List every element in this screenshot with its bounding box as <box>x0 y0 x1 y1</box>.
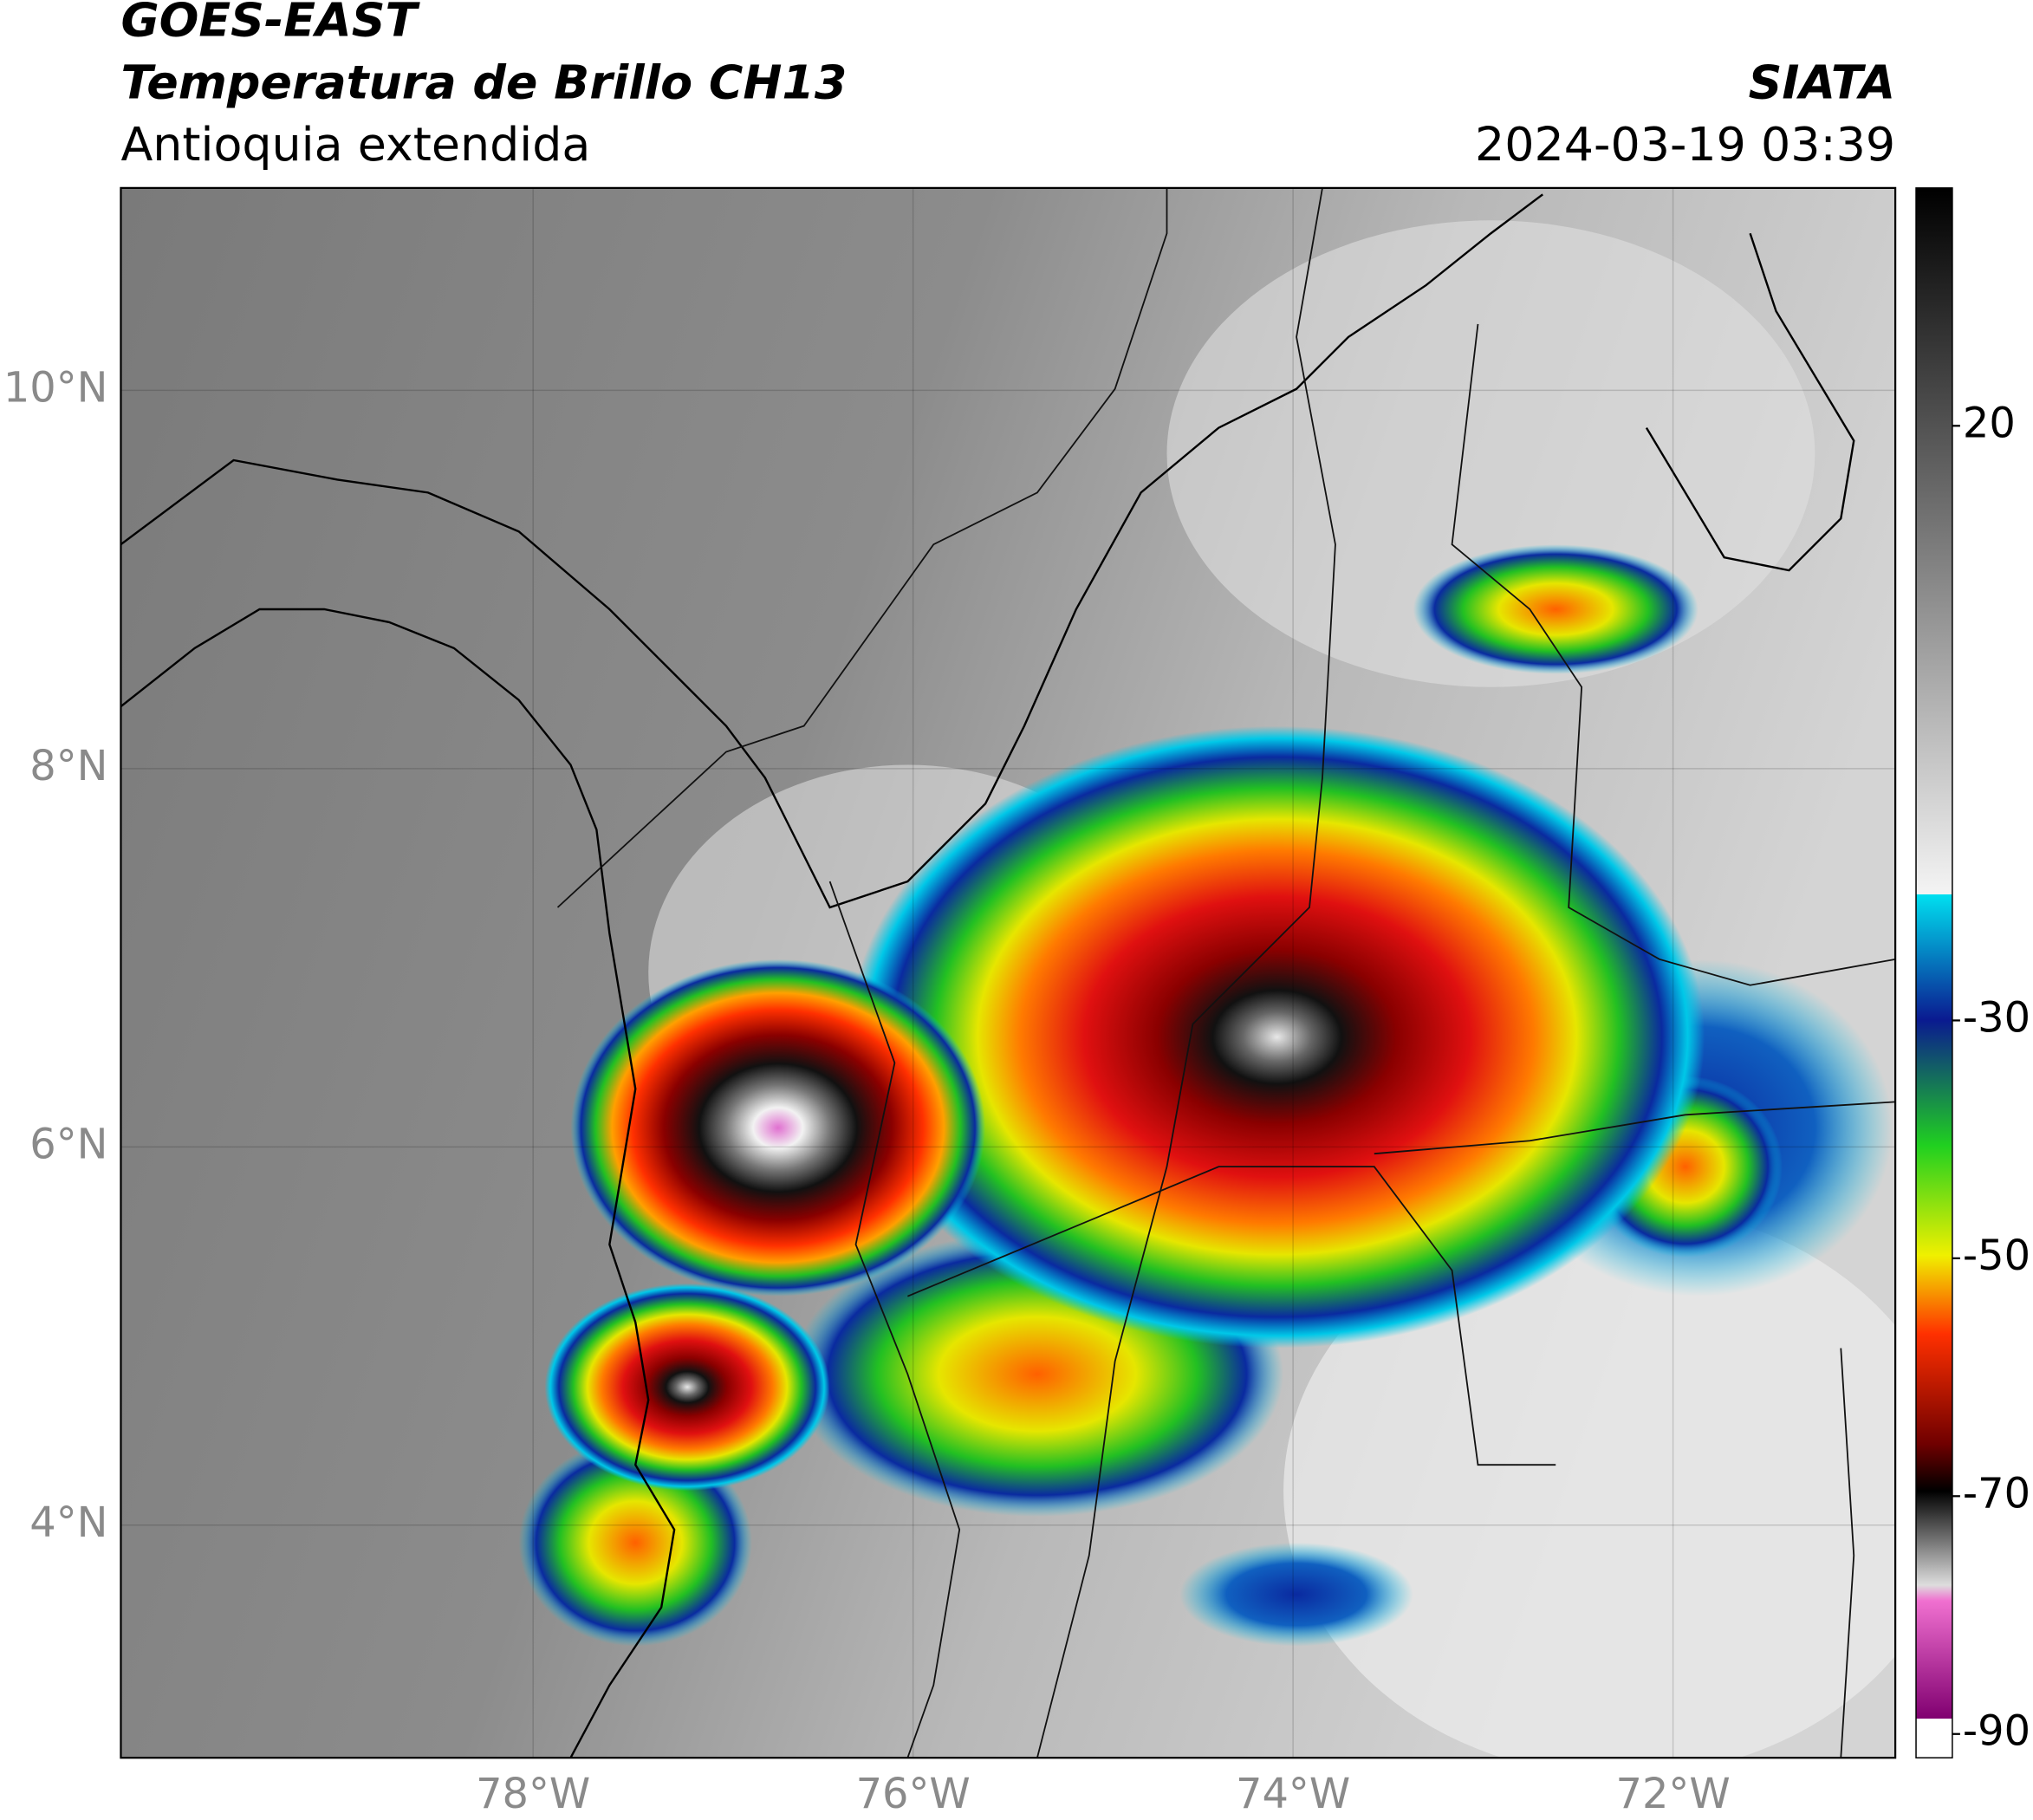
cloud-cell <box>1179 1542 1413 1647</box>
coastline <box>120 193 1543 909</box>
border <box>907 1166 1556 1466</box>
x-tick-label: 76°W <box>856 1771 971 1818</box>
cloud-cell <box>1413 544 1698 674</box>
coastline <box>120 608 676 1758</box>
colorbar-tick-label: -70 <box>1963 1470 2030 1518</box>
border <box>1374 1101 1896 1155</box>
storm-cell <box>570 959 986 1297</box>
x-tick-label: 72°W <box>1616 1771 1731 1818</box>
y-tick-label: 10°N <box>3 364 108 412</box>
colorbar-tick-label: -50 <box>1963 1232 2030 1280</box>
storm-cell <box>849 725 1705 1349</box>
border <box>1036 187 1336 1758</box>
storm-cell <box>544 1283 830 1492</box>
colorbar-tick-label: 20 <box>1963 400 2016 447</box>
x-tick-label: 74°W <box>1236 1771 1350 1818</box>
colorbar-tick-label: -30 <box>1963 994 2030 1042</box>
border <box>556 187 1168 908</box>
title: GOES-EAST <box>120 0 420 48</box>
grid <box>120 187 1896 1758</box>
subtitle: Temperatura de Brillo CH13 <box>120 55 847 109</box>
border <box>828 881 961 1758</box>
map-frame <box>120 186 1897 1759</box>
border <box>1451 323 1896 986</box>
cloud <box>1283 1206 1896 1758</box>
border <box>1840 1348 1855 1758</box>
y-tick-label: 4°N <box>29 1499 107 1547</box>
map-imagery <box>120 187 1896 1758</box>
colorbar-tick-label: -90 <box>1963 1708 2030 1756</box>
source: SIATA <box>1749 55 1896 109</box>
y-tick-label: 6°N <box>29 1121 107 1168</box>
region: Antioquia extendida <box>120 117 590 172</box>
coastline <box>1645 232 1855 572</box>
y-tick-label: 8°N <box>29 743 107 790</box>
colorbar <box>1915 187 1953 1758</box>
datetime: 2024-03-19 03:39 <box>1475 117 1895 172</box>
cloud-cell <box>518 1439 752 1647</box>
x-tick-label: 78°W <box>476 1771 590 1818</box>
